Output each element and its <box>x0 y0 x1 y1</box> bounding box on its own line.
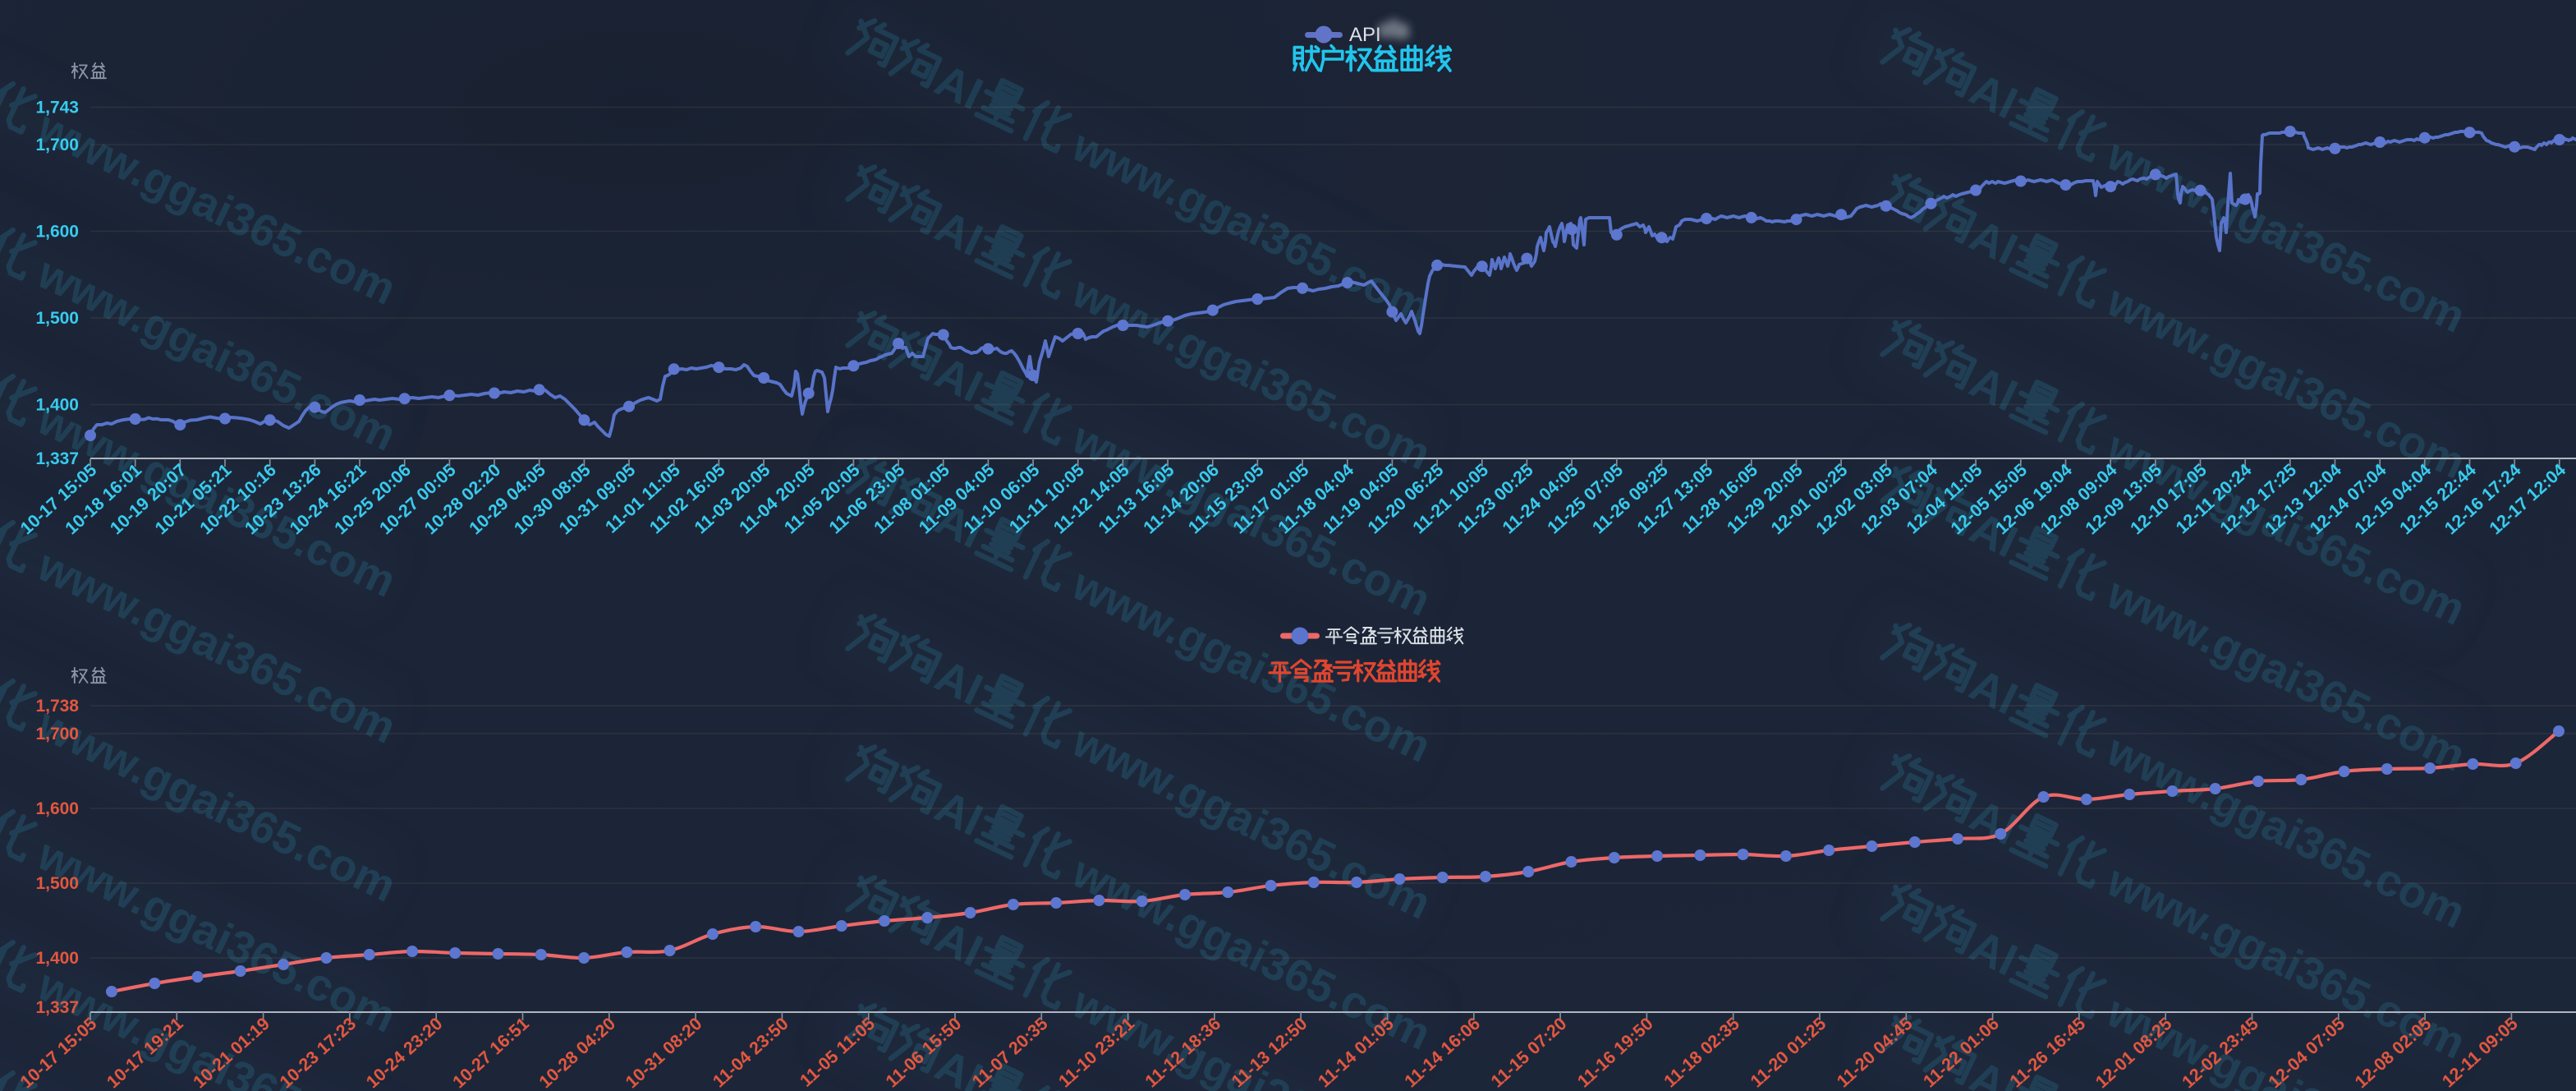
svg-text:1,700: 1,700 <box>35 725 79 743</box>
svg-text:1,500: 1,500 <box>35 874 79 893</box>
svg-text:1,738: 1,738 <box>35 697 79 716</box>
svg-text:1,743: 1,743 <box>35 99 79 117</box>
svg-text:1,400: 1,400 <box>35 396 79 415</box>
svg-text:1,400: 1,400 <box>35 949 79 968</box>
svg-text:1,337: 1,337 <box>35 449 79 468</box>
svg-text:1,600: 1,600 <box>35 799 79 818</box>
svg-text:1,337: 1,337 <box>35 998 79 1017</box>
svg-text:1,500: 1,500 <box>35 309 79 328</box>
svg-text:1,700: 1,700 <box>35 136 79 154</box>
svg-text:1,600: 1,600 <box>35 223 79 242</box>
svg-text:API: API <box>1349 24 1381 46</box>
